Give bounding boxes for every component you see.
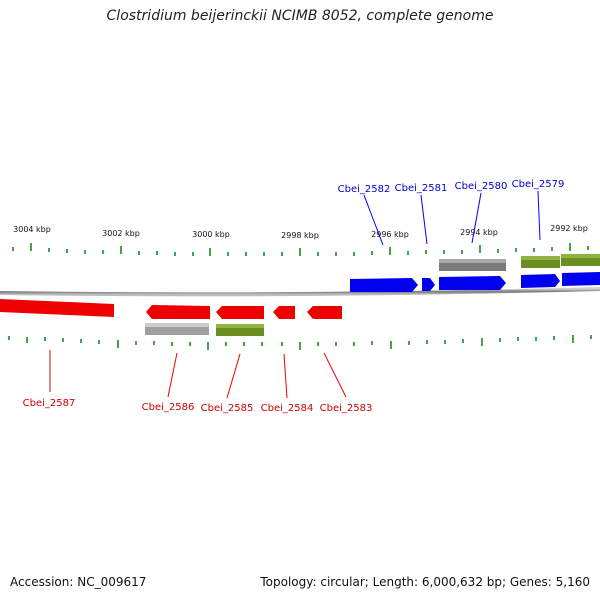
gene-arrow-cbei-2587[interactable]: [0, 299, 114, 317]
ruler-label: 2998 kbp: [281, 231, 319, 240]
ruler-label: 2996 kbp: [371, 230, 409, 239]
gene-arrow-cbei-2585[interactable]: [216, 306, 264, 319]
gene-label-cbei-2584[interactable]: Cbei_2584: [261, 403, 314, 414]
ruler-label: 2992 kbp: [550, 224, 588, 233]
gene-arrow-cbei-2582[interactable]: [350, 278, 418, 292]
ruler-upper-ticks: [12, 243, 589, 256]
forward-gene-labels: Cbei_2582 Cbei_2581 Cbei_2580 Cbei_2579: [338, 179, 565, 195]
ruler-labels: 3004 kbp 3002 kbp 3000 kbp 2998 kbp 2996…: [13, 224, 588, 240]
ruler-label: 3000 kbp: [192, 230, 230, 239]
accession-text: Accession: NC_009617: [10, 575, 147, 589]
gene-label-cbei-2581[interactable]: Cbei_2581: [395, 183, 448, 194]
gene-label-cbei-2582[interactable]: Cbei_2582: [338, 184, 391, 195]
gene-label-cbei-2580[interactable]: Cbei_2580: [455, 181, 508, 192]
gene-arrow-partial[interactable]: [562, 272, 600, 286]
gene-arrow-cbei-2583[interactable]: [307, 306, 342, 319]
gene-arrow-cbei-2580[interactable]: [439, 276, 506, 290]
reverse-label-leaders: [49, 350, 347, 399]
gene-label-cbei-2585[interactable]: Cbei_2585: [201, 403, 254, 414]
forward-strand-features: [350, 254, 600, 292]
ruler-label: 2994 kbp: [460, 228, 498, 237]
gene-label-cbei-2579[interactable]: Cbei_2579: [512, 179, 565, 190]
gene-label-cbei-2586[interactable]: Cbei_2586: [142, 402, 195, 413]
gene-arrow-cbei-2581[interactable]: [422, 278, 435, 291]
gene-arrow-cbei-2586[interactable]: [146, 305, 210, 319]
reverse-strand-features: [0, 299, 342, 336]
reverse-gene-labels: Cbei_2587 Cbei_2586 Cbei_2585 Cbei_2584 …: [23, 398, 373, 414]
gene-label-cbei-2583[interactable]: Cbei_2583: [320, 403, 373, 414]
genome-backbone: [0, 287, 600, 297]
ruler-lower-ticks: [8, 335, 592, 350]
gene-arrow-cbei-2579[interactable]: [521, 274, 560, 288]
forward-label-leaders: [363, 190, 541, 246]
ruler-label: 3004 kbp: [13, 225, 51, 234]
map-title: Clostridium beijerinckii NCIMB 8052, com…: [106, 8, 494, 24]
gene-arrow-cbei-2584[interactable]: [273, 306, 295, 319]
genome-summary-text: Topology: circular; Length: 6,000,632 bp…: [260, 575, 590, 589]
gene-label-cbei-2587[interactable]: Cbei_2587: [23, 398, 76, 409]
ruler-label: 3002 kbp: [102, 229, 140, 238]
